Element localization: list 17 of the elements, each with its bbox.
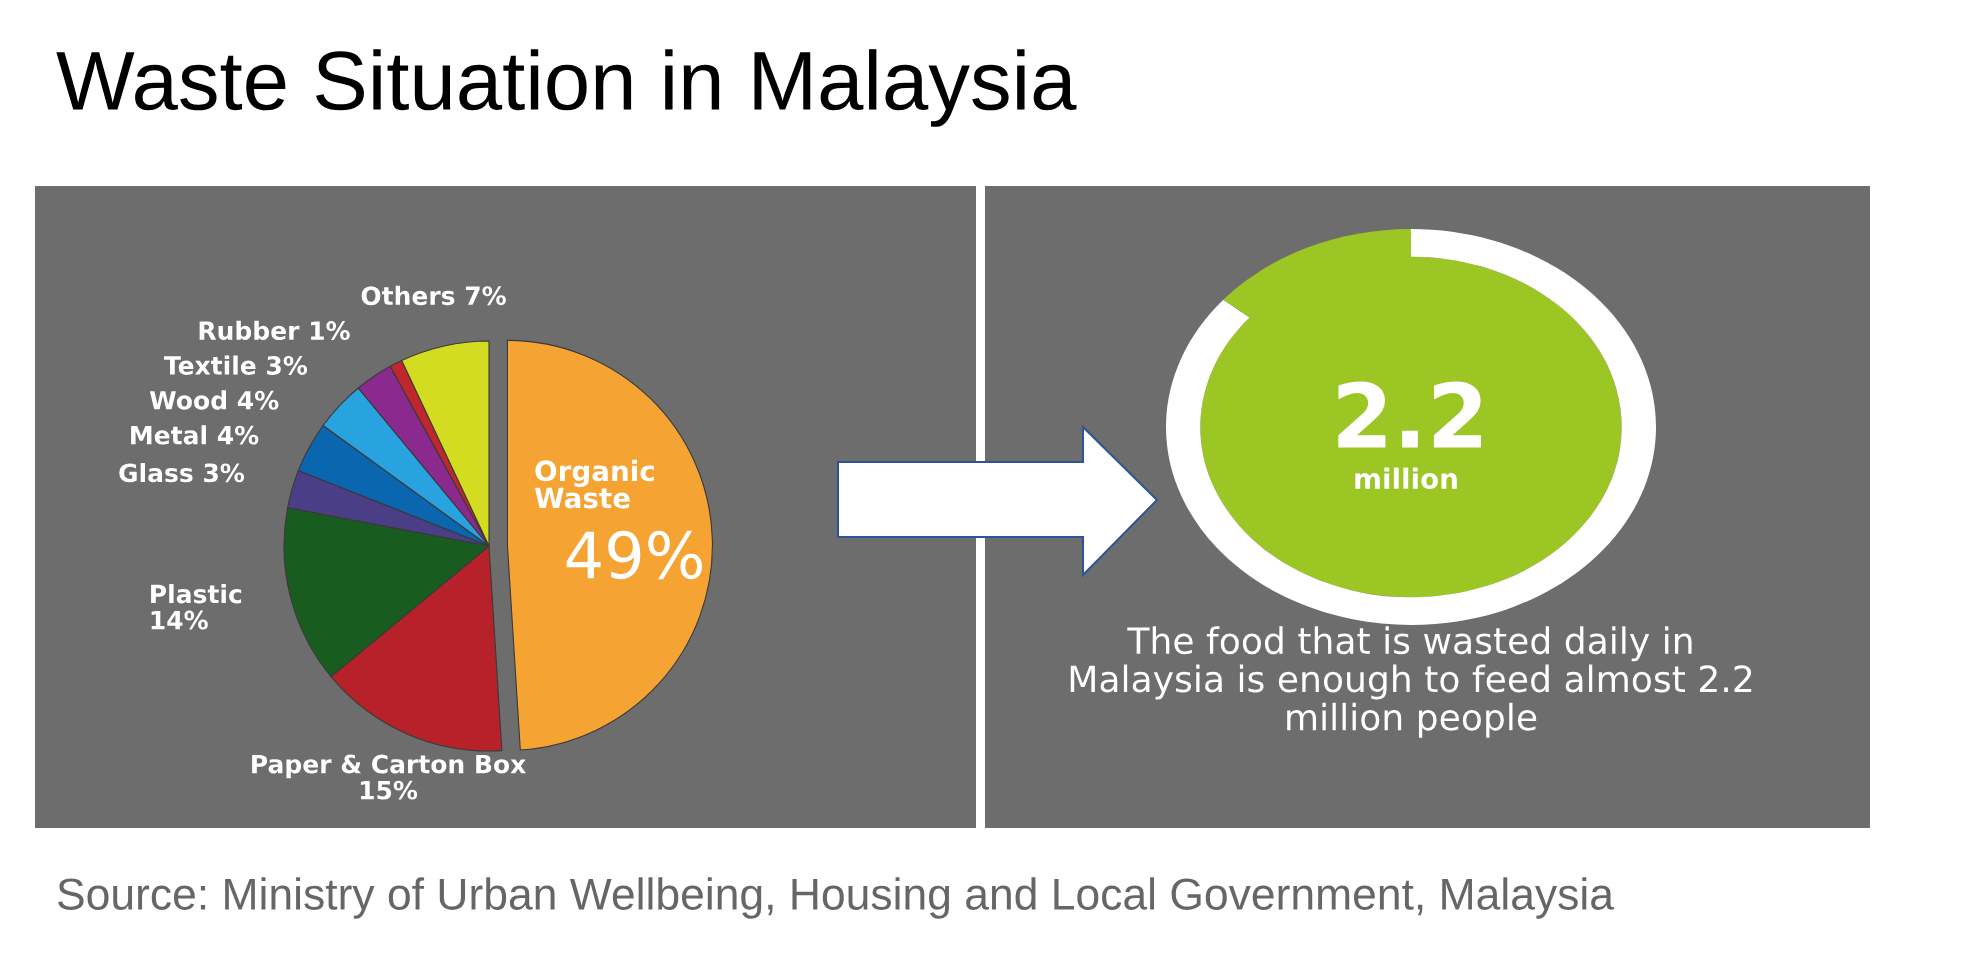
- data-label: 15%: [360, 780, 418, 800]
- slice-label: Wood 4%: [149, 390, 279, 410]
- source-note: Source: Ministry of Urban Wellbeing, Housing and Local Government, Malaysia: [58, 877, 1614, 919]
- data-label: 14%: [151, 610, 208, 630]
- text: The food that is wasted daily in Malaysia is enough to feed almost 2.2 million people: [1070, 626, 1752, 738]
- data-label: 49%: [566, 530, 702, 580]
- slice-label: Organic Waste: [534, 459, 654, 509]
- slice-label: Others 7%: [361, 285, 506, 306]
- slice-label: Plastic: [151, 584, 242, 604]
- slice-label: Rubber 1%: [199, 320, 350, 341]
- slice-label: Glass 3%: [119, 462, 245, 483]
- chart-title: Waste Situation in Malaysia: [56, 49, 1077, 127]
- slice-label: Paper & Carton Box: [252, 754, 526, 779]
- text: million: [1355, 467, 1457, 490]
- slice-label: Textile 3%: [164, 355, 308, 375]
- text: 2.2: [1338, 381, 1482, 448]
- slice-label: Metal 4%: [131, 425, 259, 445]
